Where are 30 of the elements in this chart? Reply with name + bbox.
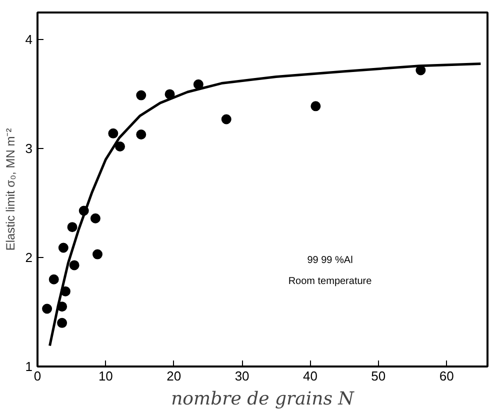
x-tick-label: 0 xyxy=(34,368,42,384)
x-tick-label: 10 xyxy=(98,368,113,384)
x-tick-label: 20 xyxy=(166,368,182,384)
point xyxy=(136,130,146,140)
point xyxy=(136,90,146,100)
y-tick-label: 3 xyxy=(25,141,33,156)
annotation: Room temperature xyxy=(288,276,372,288)
point xyxy=(108,128,118,138)
point xyxy=(42,304,52,314)
y-axis-title: Elastic limit σ₀, MN m⁻² xyxy=(3,128,18,251)
x-axis-title: nombre de grains N xyxy=(171,388,356,410)
point xyxy=(48,274,59,284)
point xyxy=(92,249,102,260)
line-series xyxy=(48,62,482,348)
point xyxy=(310,101,321,112)
y-tick-label: 2 xyxy=(25,250,33,266)
point xyxy=(57,318,68,328)
point xyxy=(67,222,78,232)
x-tick-label: 30 xyxy=(234,368,250,384)
annotation: 99 99 %Al xyxy=(307,254,353,266)
point xyxy=(69,260,80,270)
point xyxy=(58,242,68,253)
x-tick-label: 60 xyxy=(439,368,454,384)
y-tick-label: 1 xyxy=(25,359,33,374)
x-tick-label: 40 xyxy=(302,368,318,384)
point xyxy=(115,141,125,152)
point xyxy=(90,213,100,224)
point xyxy=(221,114,232,124)
y-tick-label: 4 xyxy=(25,32,33,48)
x-tick-label: 50 xyxy=(371,368,386,384)
